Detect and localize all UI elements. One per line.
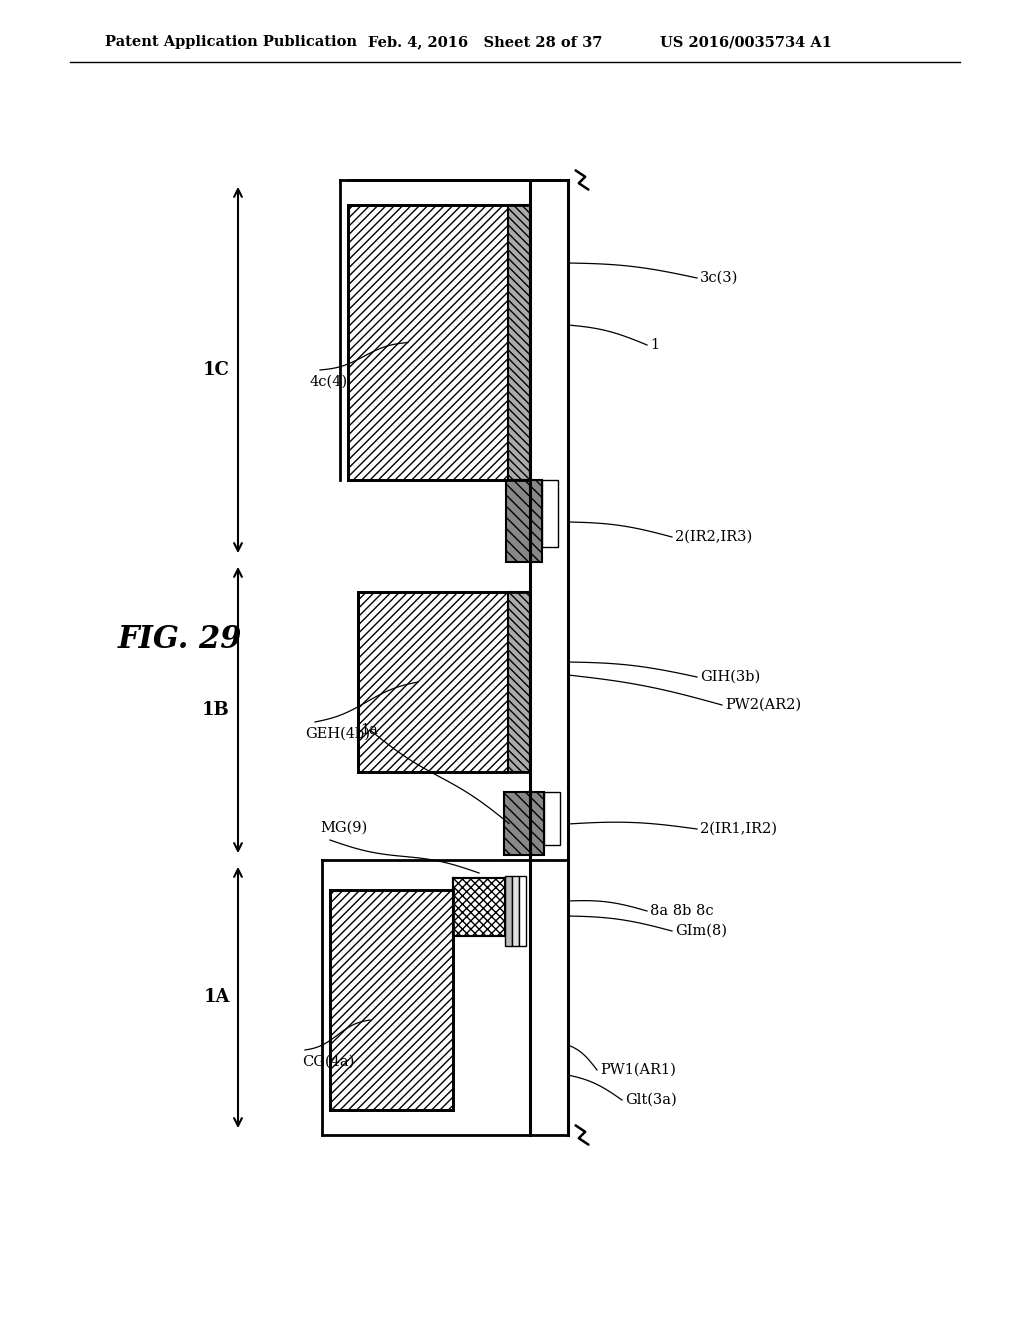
Bar (504, 792, 544, 855)
Text: Glt(3a): Glt(3a) (625, 1093, 677, 1107)
Text: PW1(AR1): PW1(AR1) (600, 1063, 676, 1077)
Text: 1C: 1C (203, 360, 230, 379)
Text: 2(IR1,IR2): 2(IR1,IR2) (700, 822, 777, 836)
Bar (530, 180, 568, 1135)
Text: 4c(4): 4c(4) (310, 375, 348, 389)
Bar (508, 591, 530, 772)
Text: GEH(4b): GEH(4b) (305, 727, 370, 741)
Text: Patent Application Publication: Patent Application Publication (105, 36, 357, 49)
Text: 1B: 1B (203, 701, 230, 719)
Text: 1a: 1a (360, 723, 378, 737)
Bar (506, 480, 542, 562)
Text: CG(4a): CG(4a) (302, 1055, 354, 1069)
Text: FIG. 29: FIG. 29 (118, 624, 243, 656)
Bar (508, 205, 530, 480)
Text: 1: 1 (650, 338, 659, 352)
Text: 2(IR2,IR3): 2(IR2,IR3) (675, 531, 753, 544)
Text: GIH(3b): GIH(3b) (700, 671, 760, 684)
Text: 3c(3): 3c(3) (700, 271, 738, 285)
Bar (330, 890, 453, 1110)
Text: 1A: 1A (204, 989, 230, 1006)
Text: Feb. 4, 2016   Sheet 28 of 37: Feb. 4, 2016 Sheet 28 of 37 (368, 36, 602, 49)
Text: 8a 8b 8c: 8a 8b 8c (650, 904, 714, 917)
Bar (358, 591, 508, 772)
Text: GIm(8): GIm(8) (675, 924, 727, 939)
Bar (542, 480, 558, 546)
Text: PW2(AR2): PW2(AR2) (725, 698, 801, 711)
Bar (512, 876, 519, 946)
Bar (544, 792, 560, 845)
Bar (505, 876, 512, 946)
Text: MG(9): MG(9) (319, 821, 368, 836)
Bar (519, 876, 526, 946)
Text: US 2016/0035734 A1: US 2016/0035734 A1 (660, 36, 831, 49)
Bar (453, 878, 505, 936)
Bar (348, 205, 508, 480)
